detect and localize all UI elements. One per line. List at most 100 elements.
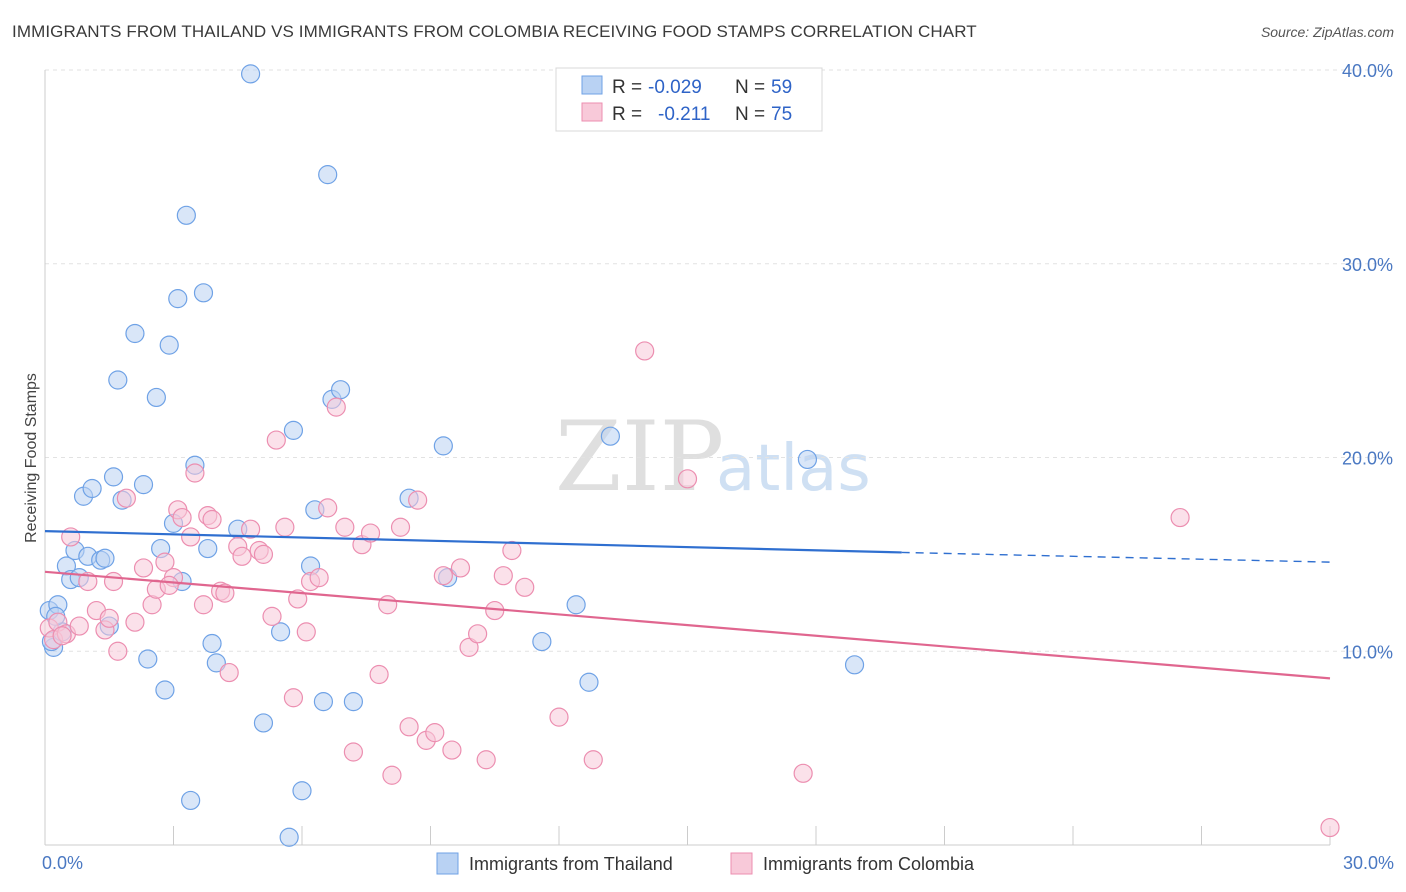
y-tick-label-10: 10.0% — [1342, 642, 1393, 662]
thailand-point-24 — [168, 289, 188, 309]
y-tick-label-40: 40.0% — [1342, 61, 1393, 81]
colombia-point-73 — [159, 575, 179, 595]
thailand-point-30 — [198, 538, 218, 559]
correlation-legend: R = -0.029 N = 59 R = -0.211 N = 75 — [555, 67, 823, 132]
legend-r-value-colombia: -0.211 — [658, 104, 710, 125]
thailand-point-16 — [125, 323, 145, 344]
colombia-point-26 — [215, 583, 235, 603]
thailand-point-35 — [253, 713, 274, 733]
colombia-point-11 — [116, 488, 136, 508]
colombia-point-71 — [1320, 817, 1340, 838]
colombia-point-48 — [378, 595, 398, 615]
colombia-point-55 — [433, 566, 453, 586]
source-credit: Source: ZipAtlas.com — [1260, 24, 1394, 40]
thailand-point-19 — [146, 387, 166, 408]
thailand-point-46 — [343, 692, 363, 712]
colombia-point-72 — [52, 626, 72, 646]
trend-line-colombia — [44, 570, 1331, 680]
colombia-point-43 — [335, 517, 355, 537]
colombia-point-30 — [241, 519, 261, 539]
thailand-point-36 — [270, 622, 291, 642]
y-tick-labels: 10.0% 20.0% 30.0% 40.0% — [1342, 61, 1393, 662]
colombia-point-9 — [99, 608, 119, 628]
colombia-point-64 — [515, 577, 535, 597]
thailand-point-29 — [193, 283, 214, 303]
thailand-point-50 — [532, 631, 552, 652]
legend-r-value-thailand: -0.029 — [648, 77, 702, 98]
colombia-point-46 — [360, 523, 381, 543]
colombia-point-5 — [69, 616, 89, 636]
colombia-point-59 — [468, 624, 488, 644]
colombia-point-34 — [266, 430, 286, 450]
colombia-point-38 — [296, 622, 316, 642]
thailand-point-53 — [600, 426, 621, 446]
y-tick-label-20: 20.0% — [1342, 449, 1393, 469]
thailand-point-13 — [103, 467, 124, 487]
colombia-point-74 — [103, 571, 124, 592]
colombia-point-56 — [442, 740, 462, 760]
thailand-point-21 — [155, 680, 175, 700]
legend-r-label-thailand: R = — [612, 77, 642, 98]
thailand-point-42 — [313, 692, 334, 712]
colombia-point-6 — [78, 571, 98, 592]
x-tick-label-max: 30.0% — [1343, 853, 1394, 873]
colombia-point-22 — [193, 595, 214, 615]
series-legend-swatch-thailand — [436, 852, 459, 875]
x-ticks — [173, 826, 1331, 845]
colombia-point-50 — [390, 517, 411, 537]
thailand-point-52 — [579, 672, 599, 692]
thailand-point-31 — [202, 633, 222, 654]
colombia-point-67 — [635, 341, 655, 361]
colombia-point-69 — [793, 763, 813, 783]
colombia-point-20 — [181, 527, 201, 547]
thailand-point-37 — [279, 827, 299, 847]
thailand-point-27 — [181, 790, 201, 811]
colombia-point-70 — [1170, 507, 1190, 528]
colombia-point-13 — [133, 558, 154, 578]
colombia-point-52 — [408, 490, 428, 510]
trend-line-thailand-extension — [901, 551, 1331, 563]
colombia-point-60 — [476, 750, 496, 770]
trend-line-thailand — [44, 530, 902, 554]
trend-lines — [44, 530, 1331, 680]
colombia-point-57 — [450, 558, 471, 578]
colombia-point-36 — [283, 688, 304, 708]
y-axis-label: Receiving Food Stamps — [23, 373, 40, 543]
colombia-point-66 — [583, 750, 603, 770]
legend-swatch-colombia — [581, 102, 603, 122]
legend-n-value-colombia: 75 — [771, 104, 792, 125]
thailand-point-51 — [566, 595, 586, 615]
colombia-point-47 — [369, 664, 389, 685]
colombia-point-35 — [275, 517, 295, 537]
legend-n-label-colombia: N = — [735, 104, 765, 125]
colombia-point-40 — [309, 568, 329, 588]
thailand-point-38 — [283, 420, 304, 440]
legend-n-value-thailand: 59 — [771, 77, 792, 98]
colombia-point-65 — [549, 707, 569, 727]
colombia-point-33 — [262, 606, 282, 626]
thailand-point-17 — [133, 475, 154, 495]
colombia-point-62 — [493, 566, 513, 586]
series-colombia-points — [39, 341, 1340, 838]
thailand-point-18 — [138, 649, 158, 669]
colombia-point-10 — [108, 641, 128, 661]
colombia-point-19 — [172, 507, 192, 528]
y-tick-label-30: 30.0% — [1342, 255, 1393, 275]
colombia-point-54 — [425, 723, 445, 743]
colombia-point-29 — [232, 546, 252, 566]
colombia-point-42 — [326, 397, 346, 417]
chart-title: IMMIGRANTS FROM THAILAND VS IMMIGRANTS F… — [12, 22, 977, 41]
thailand-point-48 — [433, 436, 453, 456]
colombia-point-24 — [202, 509, 222, 530]
thailand-point-9 — [82, 478, 102, 499]
thailand-point-34 — [241, 64, 261, 84]
colombia-point-12 — [125, 612, 145, 632]
thailand-point-45 — [330, 380, 351, 400]
thailand-point-39 — [292, 781, 312, 801]
thailand-point-26 — [176, 205, 196, 225]
series-legend-label-thailand: Immigrants from Thailand — [469, 854, 673, 874]
series-legend-swatch-colombia — [730, 852, 753, 875]
thailand-point-43 — [318, 165, 338, 185]
legend-r-label-colombia: R = — [612, 104, 642, 125]
colombia-point-41 — [318, 498, 338, 518]
